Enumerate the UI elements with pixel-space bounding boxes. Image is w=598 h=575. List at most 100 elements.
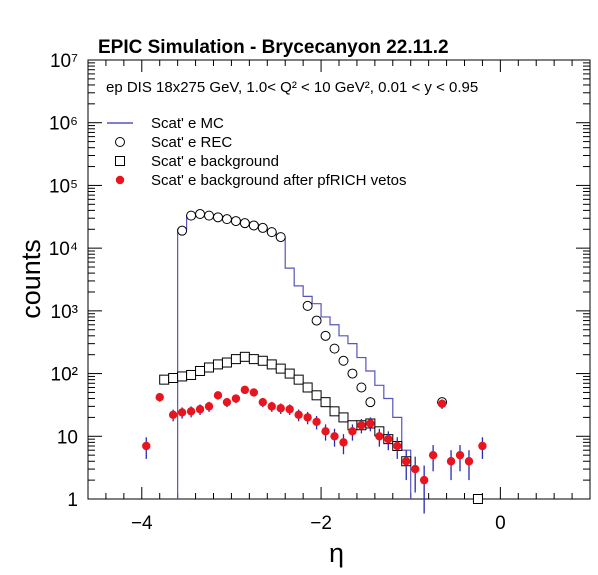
veto-point xyxy=(204,402,214,411)
background-point xyxy=(248,354,259,365)
background-point xyxy=(320,397,331,408)
veto-point xyxy=(446,457,456,466)
background-point xyxy=(177,371,188,382)
background-point xyxy=(257,355,268,366)
y-tick-label: 10 xyxy=(57,427,78,448)
series-3 xyxy=(142,385,487,514)
veto-point xyxy=(276,404,285,413)
rec-point xyxy=(248,220,259,231)
legend-item: Scat' e MC xyxy=(107,115,224,132)
veto-point xyxy=(231,394,241,403)
rec-point xyxy=(186,210,197,221)
rec-point xyxy=(177,225,188,236)
rec-point xyxy=(347,368,358,379)
background-point xyxy=(168,372,179,383)
legend-label: Scat' e background after pfRICH vetos xyxy=(151,172,407,189)
legend-square-swatch xyxy=(115,156,125,166)
x-tick-label: 0 xyxy=(495,513,506,534)
rec-point xyxy=(204,210,215,221)
veto-point xyxy=(155,392,164,402)
background-point xyxy=(302,382,313,393)
legend-item: Scat' e background after pfRICH vetos xyxy=(115,172,407,189)
legend-dot-swatch xyxy=(115,175,125,185)
legend-item: Scat' e REC xyxy=(115,134,232,151)
veto-point xyxy=(366,419,375,428)
y-tick-label: 10⁶ xyxy=(49,114,78,135)
rec-point xyxy=(257,222,268,233)
veto-point xyxy=(294,410,303,420)
veto-point xyxy=(464,457,474,466)
rec-point xyxy=(356,382,367,393)
chart-title: EPIC Simulation - Brycecanyon 22.11.2 xyxy=(98,37,449,58)
veto-point xyxy=(168,410,178,420)
chart-subtitle: ep DIS 18x275 GeV, 1.0< Q² < 10 GeV², 0.… xyxy=(106,79,478,96)
rec-point xyxy=(275,232,286,243)
background-point xyxy=(221,357,232,368)
veto-point xyxy=(393,441,402,451)
legend-item: Scat' e background xyxy=(115,153,279,170)
rec-point xyxy=(311,315,322,326)
y-tick-label: 10⁴ xyxy=(49,239,78,260)
rec-point xyxy=(302,300,313,311)
legend-circle-swatch xyxy=(115,137,125,147)
background-point xyxy=(329,406,340,417)
veto-point xyxy=(186,407,196,416)
y-tick-label: 10³ xyxy=(51,302,78,323)
veto-point xyxy=(330,432,339,441)
veto-point xyxy=(177,408,187,417)
legend-label: Scat' e MC xyxy=(151,115,224,132)
y-tick-label: 10² xyxy=(51,365,78,386)
veto-point xyxy=(240,385,250,395)
veto-point xyxy=(312,417,321,427)
legend-label: Scat' e REC xyxy=(151,134,232,151)
x-tick-label: −4 xyxy=(131,513,153,534)
mc-step-line xyxy=(177,213,412,499)
veto-point xyxy=(419,475,429,485)
veto-point xyxy=(321,427,330,436)
veto-point xyxy=(339,438,348,447)
background-point xyxy=(284,368,295,379)
background-point xyxy=(293,374,304,385)
rec-point xyxy=(239,218,250,229)
veto-point xyxy=(455,450,465,460)
rec-point xyxy=(338,355,349,366)
background-point xyxy=(239,351,250,362)
veto-point xyxy=(195,405,205,414)
veto-point xyxy=(428,450,438,460)
legend-label: Scat' e background xyxy=(151,153,279,170)
background-point xyxy=(472,494,483,504)
veto-point xyxy=(249,388,259,397)
veto-point xyxy=(357,421,366,430)
veto-point xyxy=(348,427,357,436)
rec-point xyxy=(329,343,340,354)
rec-point xyxy=(266,227,277,238)
veto-point xyxy=(142,441,151,451)
background-point xyxy=(230,354,241,365)
background-point xyxy=(159,374,170,385)
veto-point xyxy=(410,464,420,474)
rec-point xyxy=(195,209,206,220)
veto-point xyxy=(213,391,223,400)
veto-point xyxy=(402,457,411,466)
y-axis-label: counts xyxy=(16,239,46,319)
series-layer xyxy=(142,209,487,514)
series-0 xyxy=(177,213,412,499)
veto-point xyxy=(384,434,393,444)
background-point xyxy=(204,362,215,373)
veto-point xyxy=(222,397,232,407)
background-point xyxy=(311,390,322,401)
y-tick-label: 1 xyxy=(67,490,78,511)
background-point xyxy=(195,365,206,376)
background-point xyxy=(275,363,286,374)
series-2 xyxy=(159,351,483,504)
legend: Scat' e MC Scat' e REC Scat' e background S… xyxy=(107,115,407,189)
background-point xyxy=(212,359,223,370)
series-1 xyxy=(177,209,448,408)
rec-point xyxy=(212,212,223,223)
rec-point xyxy=(221,214,232,225)
x-tick-label: −2 xyxy=(310,513,332,534)
veto-point xyxy=(267,402,276,411)
veto-point xyxy=(258,397,268,407)
veto-point xyxy=(478,441,487,451)
